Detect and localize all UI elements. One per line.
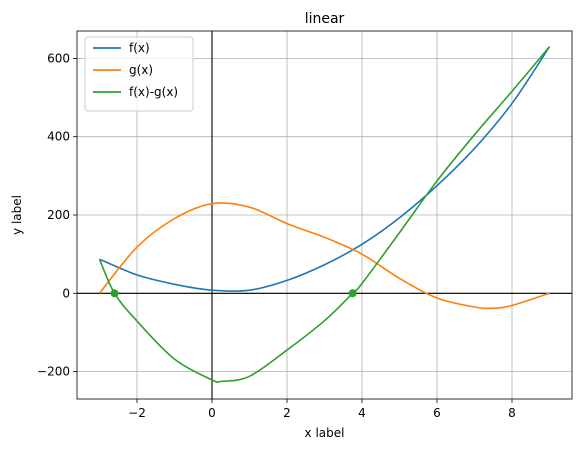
x-tick-label: 2 (283, 406, 291, 420)
legend-label: f(x) (129, 41, 150, 55)
series-lines (98, 46, 551, 384)
root-marker-1 (110, 289, 119, 298)
x-tick-label: 8 (508, 406, 516, 420)
y-axis-label: y label (10, 195, 24, 235)
legend: f(x) g(x) f(x)-g(x) (84, 36, 194, 112)
series-line-1 (99, 46, 551, 292)
y-tick-label: 600 (47, 51, 70, 65)
reference-lines (77, 31, 572, 399)
y-tick-label: 0 (62, 286, 70, 300)
y-tick-label: 200 (47, 208, 70, 222)
x-tick-label: 0 (208, 406, 216, 420)
x-tick-label: −2 (128, 406, 146, 420)
root-marker-2 (348, 289, 357, 298)
chart-title: linear (305, 11, 345, 27)
x-tick-label: 4 (358, 406, 366, 420)
series-line-3 (98, 46, 551, 384)
x-axis-ticks: −2 0 2 4 6 8 (128, 399, 516, 420)
y-tick-label: −200 (37, 365, 70, 379)
x-tick-label: 6 (433, 406, 441, 420)
y-tick-label: 400 (47, 130, 70, 144)
root-markers (110, 289, 357, 298)
legend-label: f(x)-g(x) (129, 85, 178, 99)
series-line-2 (98, 202, 550, 310)
x-axis-label: x label (305, 426, 345, 440)
legend-label: g(x) (129, 63, 153, 77)
y-axis-ticks: −200 0 200 400 600 (37, 51, 77, 379)
